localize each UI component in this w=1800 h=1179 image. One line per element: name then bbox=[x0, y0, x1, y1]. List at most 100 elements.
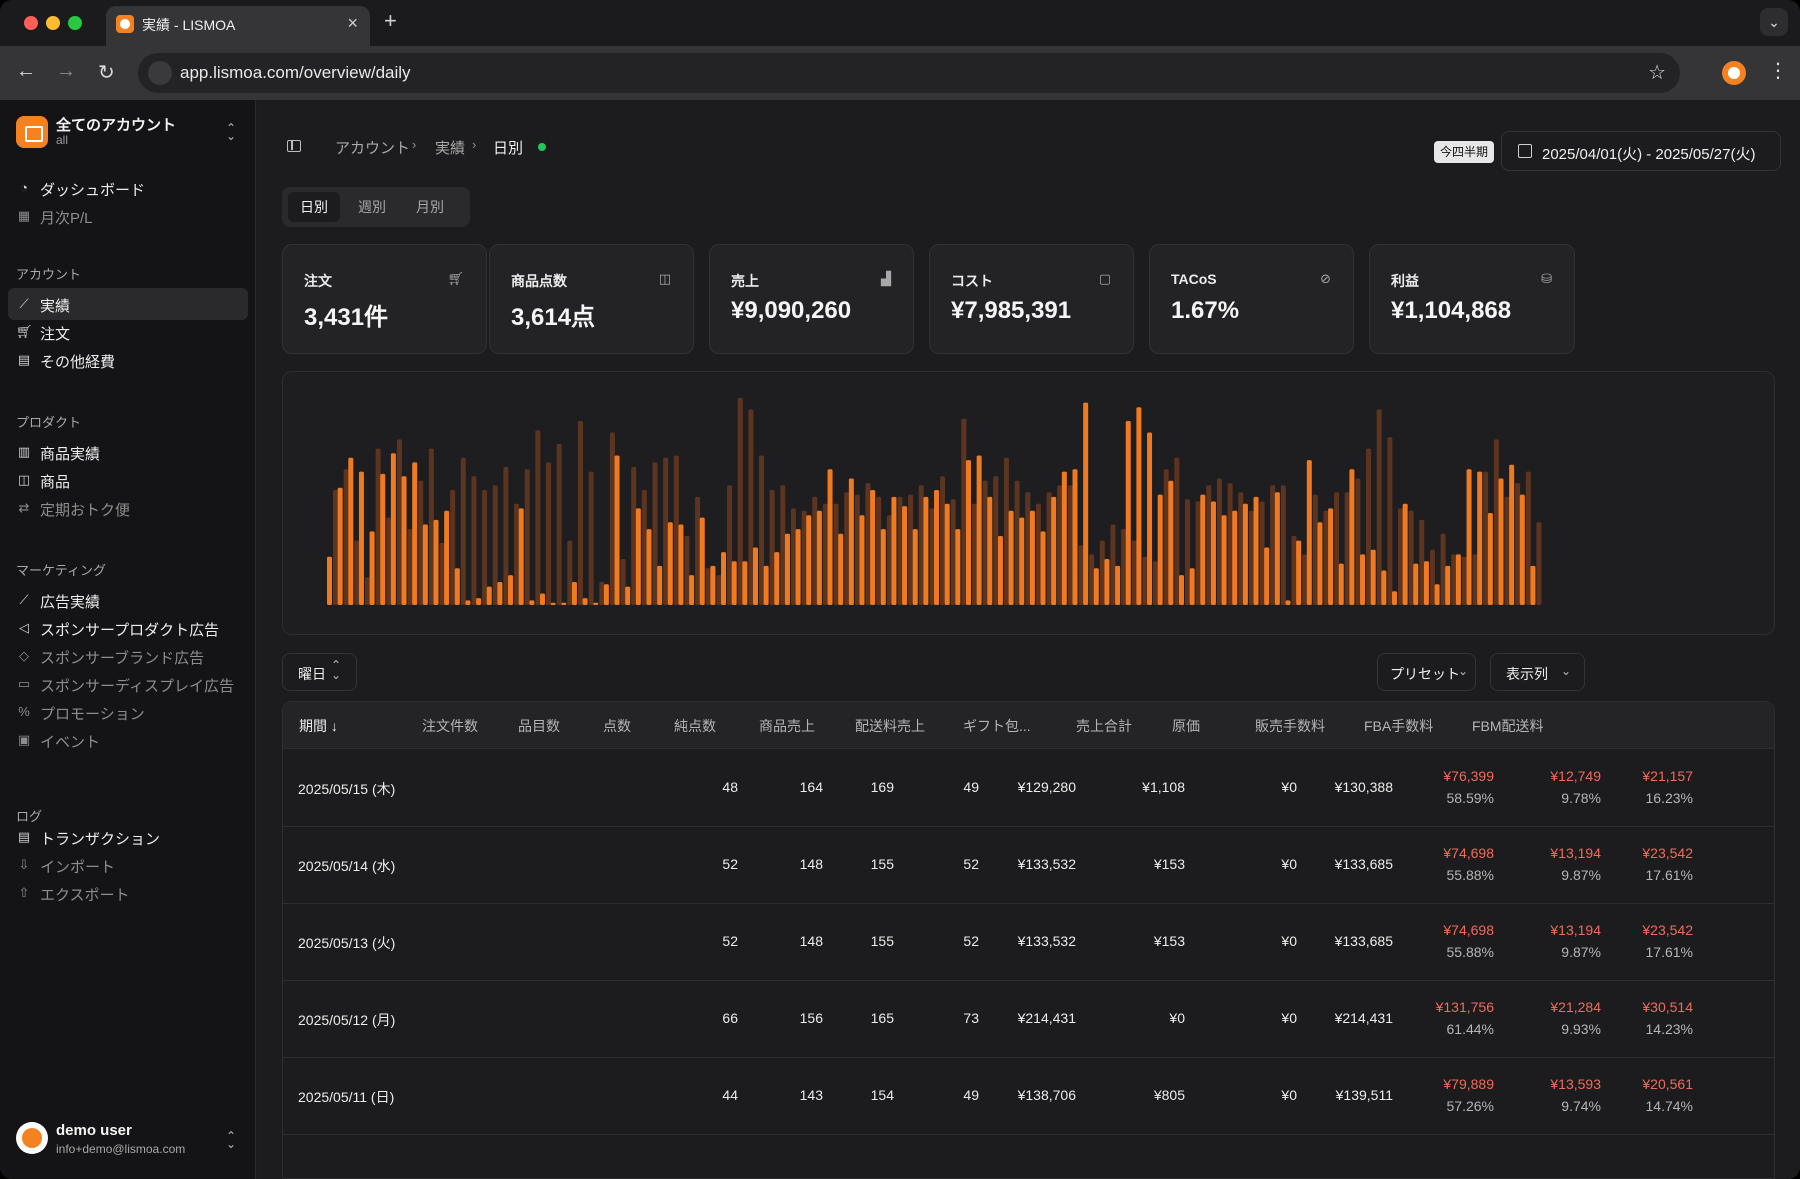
chart-bar-a[interactable] bbox=[1025, 492, 1031, 605]
breadcrumb-account[interactable]: アカウント bbox=[335, 140, 411, 157]
chart-bar-a[interactable] bbox=[396, 439, 402, 605]
chart-bar-b[interactable] bbox=[1051, 496, 1057, 605]
chart-bar-a[interactable] bbox=[1142, 556, 1148, 605]
chart-bar-b[interactable] bbox=[1157, 494, 1163, 605]
sidebar-item-dashboard[interactable]: ◔ ダッシュボード bbox=[8, 172, 248, 204]
chart-bar-b[interactable] bbox=[721, 552, 727, 605]
column-header[interactable]: 原価 bbox=[1172, 718, 1200, 734]
chart-bar-a[interactable] bbox=[1355, 478, 1361, 606]
chart-bar-a[interactable] bbox=[1398, 508, 1403, 605]
chart-bar-a[interactable] bbox=[876, 496, 882, 605]
chart-bar-b[interactable] bbox=[816, 510, 822, 605]
chart-bar-a[interactable] bbox=[386, 517, 392, 605]
chart-bar-a[interactable] bbox=[1302, 554, 1308, 605]
tab-weekly[interactable]: 週別 bbox=[358, 199, 386, 215]
chart-bar-b[interactable] bbox=[763, 565, 769, 605]
chart-bar-b[interactable] bbox=[912, 529, 918, 605]
tab-search-icon[interactable]: ⌄ bbox=[1760, 8, 1788, 36]
chart-bar-a[interactable] bbox=[972, 503, 977, 605]
chart-bar-b[interactable] bbox=[1242, 503, 1248, 605]
sidebar-item-products[interactable]: ◫ 商品 bbox=[8, 464, 248, 496]
chart-bar-a[interactable] bbox=[514, 503, 520, 605]
breadcrumb-performance[interactable]: 実績 bbox=[435, 140, 466, 157]
chart-bar-a[interactable] bbox=[844, 492, 850, 605]
chart-bar-b[interactable] bbox=[1445, 565, 1451, 605]
chart-bar-a[interactable] bbox=[1110, 524, 1116, 606]
table-row[interactable]: 2025/05/15 (木) 48 164 169 49 ¥129,280 ¥1,108 ¥0… bbox=[283, 750, 1774, 827]
chart-bar-a[interactable] bbox=[641, 490, 647, 605]
chart-bar-b[interactable] bbox=[465, 600, 471, 605]
chart-bar-b[interactable] bbox=[902, 506, 908, 605]
chart-bar-b[interactable] bbox=[1168, 480, 1174, 605]
chart-bar-a[interactable] bbox=[1089, 554, 1095, 605]
sidebar-item-sponsored-products[interactable]: ◁ スポンサープロダクト広告 bbox=[8, 612, 248, 644]
sidebar-toggle-icon[interactable] bbox=[287, 140, 301, 152]
chart-bar-a[interactable] bbox=[769, 490, 775, 605]
column-header[interactable]: 品目数 bbox=[518, 718, 560, 734]
chart-bar-a[interactable] bbox=[897, 496, 903, 605]
chart-bar-a[interactable] bbox=[1238, 492, 1244, 605]
chart-bar-a[interactable] bbox=[1206, 485, 1212, 605]
sidebar-item-monthly-pl[interactable]: ▦ 月次P/L bbox=[8, 200, 248, 232]
chart-bar-b[interactable] bbox=[955, 529, 961, 605]
chart-bar-a[interactable] bbox=[1323, 510, 1329, 605]
chart-bar-a[interactable] bbox=[1046, 492, 1052, 605]
chart-bar-b[interactable] bbox=[454, 568, 460, 605]
chart-bar-a[interactable] bbox=[812, 496, 818, 605]
chart-bar-a[interactable] bbox=[471, 476, 477, 605]
chart-bar-a[interactable] bbox=[1291, 536, 1297, 605]
chart-bar-b[interactable] bbox=[1381, 570, 1387, 606]
chart-bar-b[interactable] bbox=[1274, 492, 1280, 605]
close-window-button[interactable] bbox=[24, 16, 38, 30]
chart-bar-b[interactable] bbox=[976, 455, 982, 606]
sidebar-item-product-performance[interactable]: ▥ 商品実績 bbox=[8, 436, 248, 468]
chart-bar-a[interactable] bbox=[1078, 545, 1084, 605]
column-header-period[interactable]: 期間 ↓ bbox=[299, 716, 338, 736]
chart-bar-b[interactable] bbox=[1115, 565, 1121, 605]
sidebar-item-other-expenses[interactable]: ▤ その他経費 bbox=[8, 344, 248, 376]
chart-bar-b[interactable] bbox=[859, 515, 865, 605]
chart-bar-a[interactable] bbox=[439, 542, 445, 605]
chart-bar-b[interactable] bbox=[848, 478, 854, 606]
chart-bar-a[interactable] bbox=[567, 540, 573, 605]
chart-bar-b[interactable] bbox=[742, 561, 748, 605]
chart-bar-a[interactable] bbox=[492, 485, 498, 605]
browser-menu-icon[interactable]: ⋮ bbox=[1768, 60, 1788, 82]
chart-bar-a[interactable] bbox=[993, 476, 999, 605]
chart-bar-b[interactable] bbox=[870, 490, 876, 605]
chart-bar-a[interactable] bbox=[450, 490, 456, 605]
chart-bar-a[interactable] bbox=[460, 457, 466, 605]
chart-bar-a[interactable] bbox=[695, 496, 701, 605]
columns-select[interactable]: 表示列 ⌄ bbox=[1490, 653, 1585, 691]
url-text[interactable]: app.lismoa.com/overview/daily bbox=[180, 63, 411, 82]
chart-bar-a[interactable] bbox=[1429, 549, 1435, 605]
chart-bar-b[interactable] bbox=[1434, 584, 1440, 605]
chart-bar-b[interactable] bbox=[518, 508, 524, 605]
chart-bar-b[interactable] bbox=[667, 522, 673, 605]
chart-bar-b[interactable] bbox=[1008, 510, 1014, 605]
chart-bar-a[interactable] bbox=[865, 483, 871, 605]
chart-bar-a[interactable] bbox=[1227, 483, 1233, 605]
chart-bar-b[interactable] bbox=[1466, 469, 1472, 605]
chart-bar-a[interactable] bbox=[1163, 469, 1169, 605]
chart-bar-b[interactable] bbox=[1360, 554, 1366, 605]
sidebar-item-transactions[interactable]: ▤ トランザクション bbox=[8, 821, 248, 853]
chart-bar-a[interactable] bbox=[1483, 471, 1489, 605]
chart-bar-a[interactable] bbox=[1419, 519, 1425, 605]
sidebar-item-sponsored-display[interactable]: ▭ スポンサーディスプレイ広告 bbox=[8, 668, 248, 700]
chart-bar-b[interactable] bbox=[774, 552, 780, 605]
chart-bar-a[interactable] bbox=[908, 494, 914, 605]
chart-bar-b[interactable] bbox=[1061, 471, 1067, 605]
chart-bar-b[interactable] bbox=[1370, 549, 1376, 605]
table-row[interactable]: 2025/05/12 (月) 66 156 165 73 ¥214,431 ¥0 ¥0 ¥214… bbox=[283, 981, 1774, 1058]
chart-bar-b[interactable] bbox=[1200, 494, 1206, 605]
chart-bar-a[interactable] bbox=[428, 448, 434, 605]
chart-bar-a[interactable] bbox=[1515, 483, 1521, 605]
chart-bar-a[interactable] bbox=[1216, 478, 1222, 606]
column-header[interactable]: 配送料売上 bbox=[855, 718, 925, 734]
chart-bar-a[interactable] bbox=[599, 582, 605, 605]
chart-bar-a[interactable] bbox=[748, 409, 754, 606]
chart-bar-a[interactable] bbox=[1195, 501, 1201, 606]
chart-bar-b[interactable] bbox=[1040, 531, 1046, 605]
chart-bar-b[interactable] bbox=[1392, 591, 1397, 605]
